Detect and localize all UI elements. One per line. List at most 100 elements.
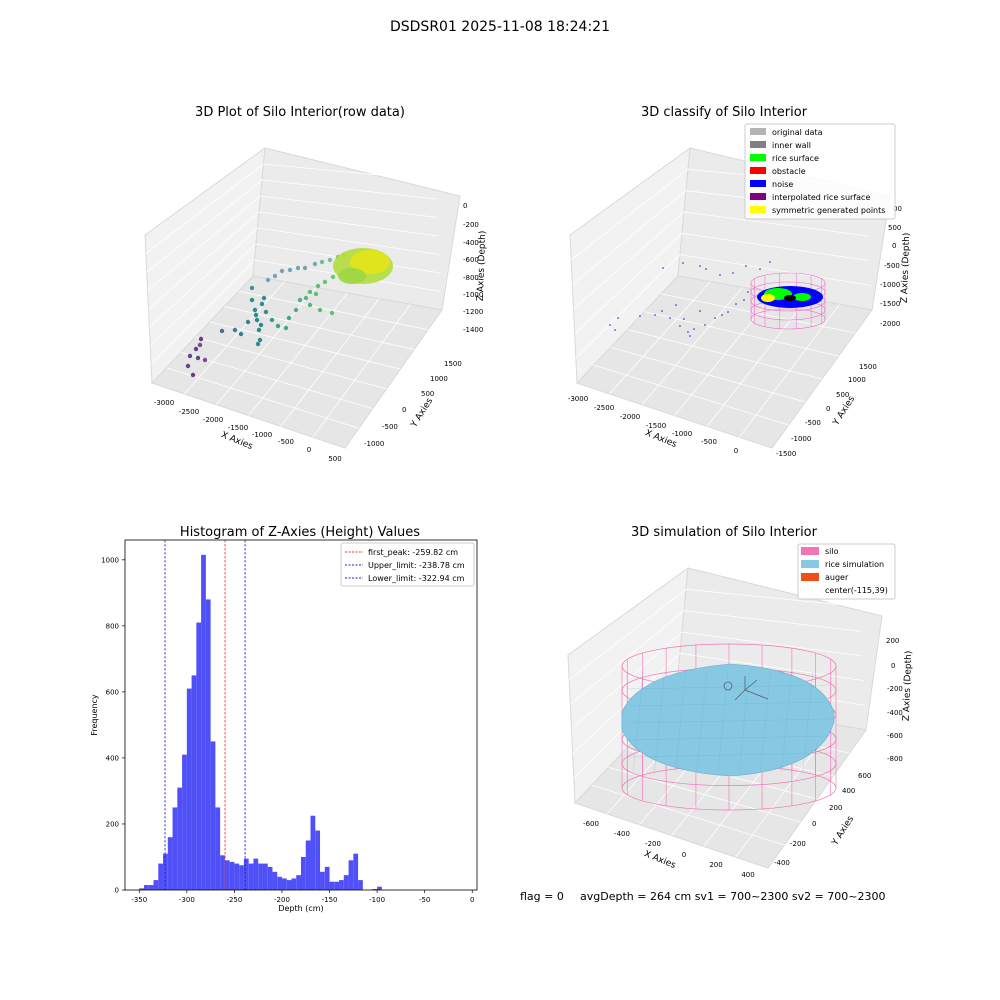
- histogram-ytick: 0: [115, 887, 119, 895]
- legend-swatch-silo: [801, 547, 819, 555]
- scatter-point: [295, 265, 301, 271]
- gridline: [570, 610, 862, 705]
- scatter-point: [198, 336, 204, 342]
- noise-point: [693, 328, 695, 330]
- panel2-ytick: 500: [836, 391, 849, 399]
- gridline: [739, 304, 840, 438]
- gridline: [312, 304, 411, 438]
- panel1-z-ticks: 0 -200 -400 -600 -800 -1000 -1200 -1400: [463, 202, 483, 334]
- histogram-bar: [139, 888, 145, 890]
- legend-swatch-rice-surface: [750, 154, 766, 161]
- scatter-point: [202, 357, 208, 363]
- legend-label: inner wall: [772, 141, 811, 150]
- auger-axis: [744, 689, 769, 700]
- panel2-z-ticks: 00 500 0 -500 -1000 -1500 -2000: [880, 205, 902, 328]
- noise-point: [714, 317, 716, 319]
- gridline: [674, 292, 776, 416]
- legend-swatch-noise: [750, 180, 766, 187]
- panel2-ztick: 500: [888, 224, 901, 232]
- panel1-ytick: 1000: [430, 375, 448, 383]
- legend-swatch-symmetric: [750, 206, 766, 213]
- panel2-title: 3D classify of Silo Interior: [641, 105, 808, 120]
- scatter-point: [190, 372, 196, 378]
- noise-point: [679, 325, 681, 327]
- status-depth: avgDepth = 264 cm sv1 = 700~2300 sv2 = 7…: [580, 890, 886, 903]
- panel4-xtick: -200: [645, 840, 661, 848]
- histogram-bar: [277, 876, 282, 890]
- scatter-point: [307, 289, 313, 295]
- panel1-ztick: -400: [463, 239, 479, 247]
- noise-point: [769, 261, 771, 263]
- panel1-ztick: 0: [463, 202, 467, 210]
- panel2-xtick: -2500: [594, 404, 614, 412]
- rice-surface-edge: [338, 268, 366, 284]
- noise-point: [661, 310, 663, 312]
- panel4-xtick: -400: [614, 830, 630, 838]
- histogram-bar: [296, 875, 301, 890]
- noise-point: [747, 291, 749, 293]
- scatter-point: [297, 297, 303, 303]
- auger-axis: [744, 679, 758, 691]
- scatter-point: [257, 337, 263, 343]
- scatter-point: [322, 279, 328, 285]
- noise-point: [609, 324, 611, 326]
- panel4-ytick: 400: [842, 787, 855, 795]
- panel2-ztick: 0: [892, 242, 896, 250]
- scatter-point: [187, 353, 193, 359]
- gridline: [145, 163, 436, 254]
- panel2-xtick: -1500: [646, 422, 666, 430]
- histogram-bar: [182, 754, 187, 890]
- rice-surface-patch: [793, 293, 811, 301]
- panel4-xtick: 0: [682, 851, 686, 859]
- scatter-point: [249, 285, 255, 291]
- panel4-xtick: 400: [741, 871, 754, 879]
- panel4-ytick: 0: [812, 820, 816, 828]
- panel2-ytick: -500: [805, 419, 821, 427]
- histogram-bar: [353, 853, 359, 890]
- histogram-bar: [301, 856, 306, 890]
- histogram-xtick: -200: [274, 896, 290, 904]
- histogram-ytick: 800: [106, 622, 119, 630]
- noise-point: [699, 310, 701, 312]
- histogram-ytick: 600: [106, 688, 119, 696]
- noise-point: [727, 311, 729, 313]
- panel4-x-label: X Axies: [642, 849, 677, 871]
- scatter-point: [193, 346, 199, 352]
- scatter-point: [256, 327, 262, 333]
- histogram-legend: first_peak: -259.82 cm Upper_limit: -238…: [340, 542, 475, 587]
- scatter-point: [249, 297, 255, 303]
- panel2-ztick: -1000: [880, 281, 900, 289]
- panel4-legend-frame: [797, 543, 896, 600]
- scatter-point: [254, 317, 260, 323]
- panel1-grid: [145, 163, 442, 438]
- scatter-point: [327, 257, 333, 263]
- panel-raw-data: 3D Plot of Silo Interior(row data) -3000…: [144, 105, 488, 463]
- rice-surface-core: [350, 250, 390, 274]
- panel2-xtick: -3000: [568, 395, 588, 403]
- histogram-bar: [205, 599, 211, 890]
- panel4-y-label: Y Axies: [830, 814, 856, 848]
- scatter-point: [258, 322, 264, 328]
- scatter-point: [330, 274, 336, 280]
- rice-mesh-line: [739, 671, 750, 773]
- noise-point: [719, 274, 721, 276]
- scatter-point: [185, 363, 191, 369]
- panel4-title: 3D simulation of Silo Interior: [631, 525, 818, 540]
- panel1-xtick: -1000: [252, 431, 272, 439]
- gridline: [568, 588, 861, 680]
- scatter-point: [252, 307, 258, 313]
- panel4-xtick: 200: [709, 861, 722, 869]
- scatter-point: [275, 323, 281, 329]
- panel2-z-label: Z Axies (Depth): [900, 233, 912, 304]
- rice-mesh-line: [760, 671, 771, 773]
- scatter-point: [315, 283, 321, 289]
- histogram-bar: [310, 815, 316, 890]
- legend-swatch-obstacle: [750, 167, 766, 174]
- panel1-title: 3D Plot of Silo Interior(row data): [195, 105, 405, 120]
- histogram-bar: [291, 878, 297, 890]
- rice-mesh-line: [627, 701, 831, 707]
- rice-mesh-line: [627, 752, 831, 758]
- panel4-xtick: -600: [583, 820, 599, 828]
- histogram-ytick: 200: [106, 820, 119, 828]
- histogram-bar: [320, 871, 325, 890]
